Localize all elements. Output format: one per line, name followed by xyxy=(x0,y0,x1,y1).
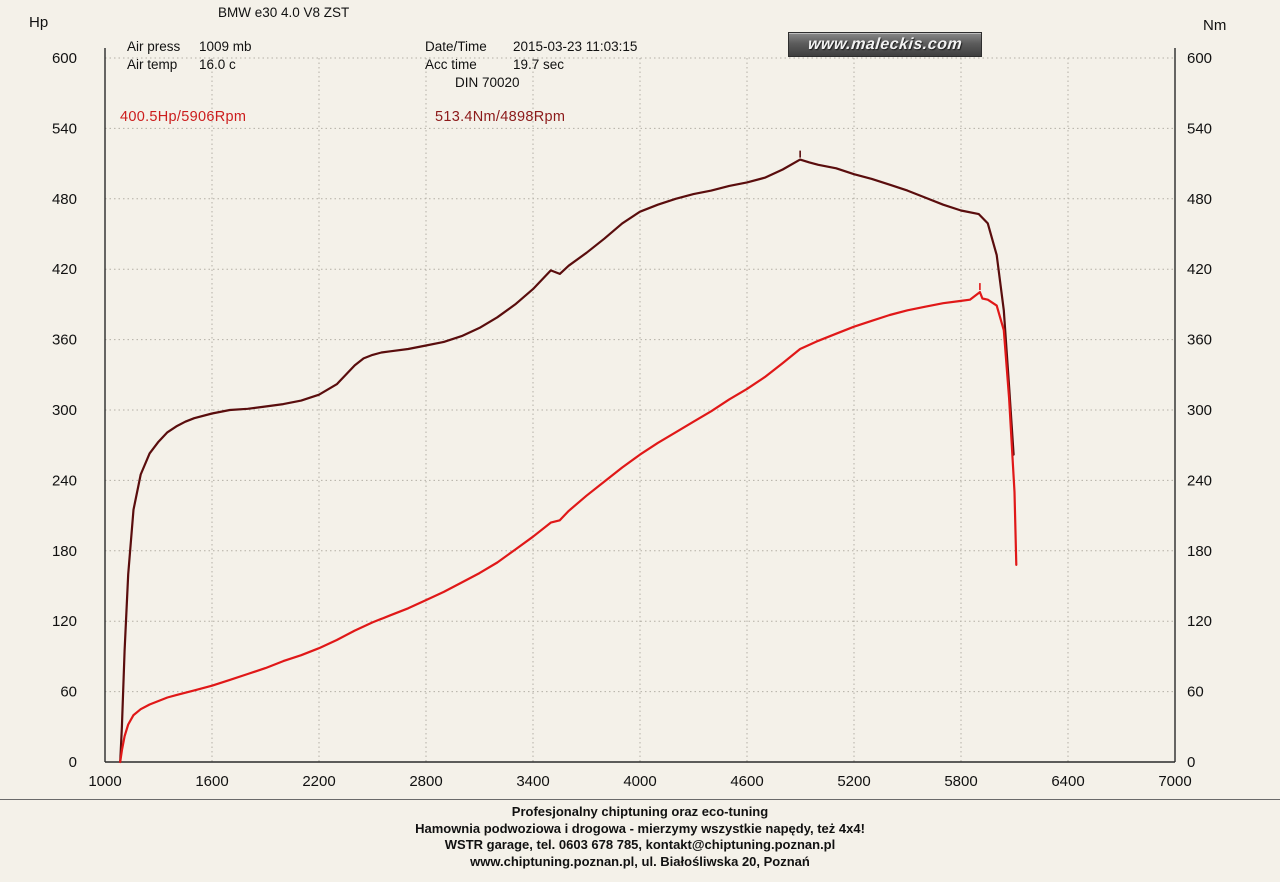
footer: WST R garage Profesjonalny chiptuning or… xyxy=(0,799,1280,882)
right-axis-unit-label: Nm xyxy=(1203,17,1227,34)
svg-text:4000: 4000 xyxy=(623,773,656,790)
run-info-block: Date/Time 2015-03-23 11:03:15 Acc time 1… xyxy=(425,38,637,92)
maleckis-watermark-text: www.maleckis.com xyxy=(807,35,964,53)
svg-text:480: 480 xyxy=(1187,191,1212,208)
svg-text:3400: 3400 xyxy=(516,773,549,790)
peak-torque-readout: 513.4Nm/4898Rpm xyxy=(435,109,566,125)
maleckis-watermark: www.maleckis.com xyxy=(788,32,982,57)
svg-text:420: 420 xyxy=(52,261,77,278)
svg-text:1600: 1600 xyxy=(195,773,228,790)
left-axis-unit-label: Hp xyxy=(29,14,49,31)
footer-text-block: Profesjonalny chiptuning oraz eco-tuning… xyxy=(0,804,1280,870)
svg-text:7000: 7000 xyxy=(1158,773,1191,790)
footer-line-3: WSTR garage, tel. 0603 678 785, kontakt@… xyxy=(444,837,836,852)
svg-text:2200: 2200 xyxy=(302,773,335,790)
svg-text:5200: 5200 xyxy=(837,773,870,790)
svg-text:360: 360 xyxy=(52,332,77,349)
axes xyxy=(104,48,1176,763)
svg-text:120: 120 xyxy=(52,613,77,630)
tick-labels: 0 0 60 60 120 120 180 180 240 240 300 300 360 360 420 4… xyxy=(52,50,1212,790)
svg-text:0: 0 xyxy=(69,754,77,771)
svg-text:180: 180 xyxy=(1187,543,1212,560)
svg-text:600: 600 xyxy=(1187,50,1212,67)
svg-text:300: 300 xyxy=(1187,402,1212,419)
svg-text:180: 180 xyxy=(52,543,77,560)
run-title: BMW e30 4.0 V8 ZST xyxy=(218,5,350,20)
svg-text:300: 300 xyxy=(52,402,77,419)
air-temp-value: 16.0 c xyxy=(199,57,236,72)
svg-text:540: 540 xyxy=(1187,120,1212,137)
svg-text:60: 60 xyxy=(1187,684,1204,701)
air-temp-label: Air temp xyxy=(127,57,178,72)
svg-text:600: 600 xyxy=(52,50,77,67)
acc-time-value: 19.7 sec xyxy=(513,57,565,72)
footer-line-4: www.chiptuning.poznan.pl, ul. Białośliws… xyxy=(470,853,810,869)
acc-time-row: Acc time 19.7 sec xyxy=(425,56,637,74)
svg-text:480: 480 xyxy=(52,191,77,208)
svg-text:4600: 4600 xyxy=(730,773,763,790)
svg-text:5800: 5800 xyxy=(944,773,977,790)
air-press-label: Air press xyxy=(127,39,181,54)
ambient-info-block: Air press 1009 mb Air temp 16.0 c xyxy=(127,38,252,74)
svg-text:120: 120 xyxy=(1187,613,1212,630)
datetime-value: 2015-03-23 11:03:15 xyxy=(513,39,638,54)
svg-text:6400: 6400 xyxy=(1051,773,1084,790)
air-press-row: Air press 1009 mb xyxy=(127,38,252,56)
svg-text:0: 0 xyxy=(1187,754,1195,771)
datetime-row: Date/Time 2015-03-23 11:03:15 xyxy=(425,38,637,56)
footer-line-1: Profesjonalny chiptuning oraz eco-tuning xyxy=(511,804,769,819)
grid-lines xyxy=(104,57,1176,763)
svg-text:1000: 1000 xyxy=(88,773,121,790)
torque-curve xyxy=(119,150,1015,764)
svg-text:240: 240 xyxy=(1187,472,1212,489)
svg-text:360: 360 xyxy=(1187,332,1212,349)
svg-text:420: 420 xyxy=(1187,261,1212,278)
air-press-value: 1009 mb xyxy=(199,39,252,54)
svg-text:240: 240 xyxy=(52,472,77,489)
svg-text:2800: 2800 xyxy=(409,773,442,790)
acc-time-label: Acc time xyxy=(425,57,477,72)
footer-line-2: Hamownia podwoziowa i drogowa - mierzymy… xyxy=(415,820,865,836)
svg-text:60: 60 xyxy=(60,684,77,701)
datetime-label: Date/Time xyxy=(425,39,487,54)
power-curve xyxy=(119,283,1018,764)
dyno-chart: 0 0 60 60 120 120 180 180 240 240 300 300 360 360 420 4… xyxy=(52,48,1212,790)
peak-power-readout: 400.5Hp/5906Rpm xyxy=(120,109,247,125)
din-standard-label: DIN 70020 xyxy=(455,75,520,90)
svg-text:540: 540 xyxy=(52,120,77,137)
air-temp-row: Air temp 16.0 c xyxy=(127,56,252,74)
